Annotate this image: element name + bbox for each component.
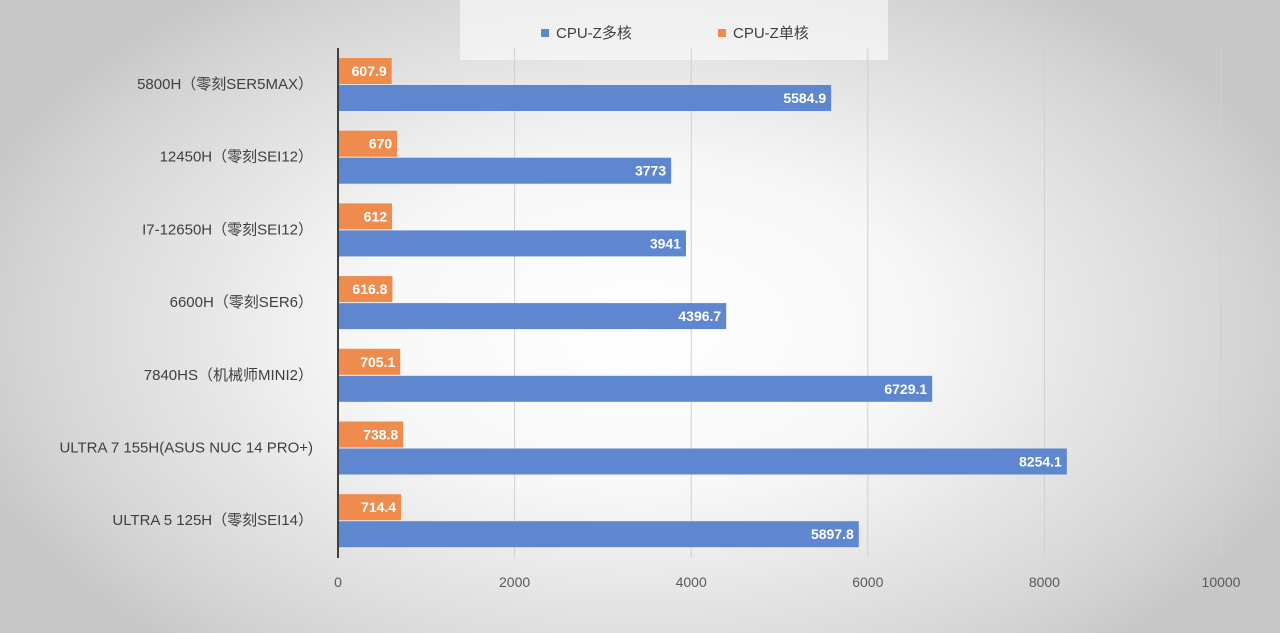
category-label: I7-12650H（零刻SEI12） [142,221,313,238]
single-core-bar [338,58,392,84]
x-tick-label: 0 [334,574,342,590]
multi-core-bar [338,230,686,257]
multi-core-bar [338,448,1067,475]
multi-core-bar [338,85,832,111]
data-label: 670 [369,136,393,152]
legend-swatch [541,29,549,37]
data-label: 612 [364,208,388,224]
data-label: 6729.1 [884,381,927,397]
category-label: 6600H（零刻SER6） [170,294,313,311]
data-label: 705.1 [360,354,395,370]
data-label: 738.8 [363,427,398,443]
category-label: ULTRA 7 155H(ASUS NUC 14 PRO+) [59,440,313,457]
single-core-bar [338,130,398,157]
category-label: ULTRA 5 125H（零刻SEI14） [112,512,313,529]
legend-label: CPU-Z多核 [556,25,632,42]
x-tick-label: 2000 [499,574,530,590]
single-core-bar [338,348,401,375]
multi-core-bar [338,375,933,402]
legend-swatch [718,29,726,37]
multi-core-bar [338,157,672,184]
single-core-bar [338,203,393,230]
single-core-bar [338,421,404,448]
data-label: 714.4 [361,499,396,515]
data-label: 3773 [635,163,666,179]
multi-core-bar [338,521,859,548]
data-label: 5897.8 [811,526,854,542]
data-label: 3941 [650,235,681,251]
x-tick-label: 6000 [852,574,883,590]
legend-background [460,0,888,60]
single-core-bar [338,276,393,303]
data-label: 4396.7 [678,308,721,324]
multi-core-bar [338,303,727,330]
category-label: 12450H（零刻SEI12） [160,149,313,166]
x-tick-label: 10000 [1202,574,1241,590]
x-tick-label: 4000 [676,574,707,590]
single-core-bar [338,494,402,521]
data-label: 607.9 [352,63,387,79]
category-label: 7840HS（机械师MINI2） [144,367,313,384]
data-label: 5584.9 [783,90,826,106]
legend-label: CPU-Z单核 [733,25,809,42]
category-label: 5800H（零刻SER5MAX） [137,76,313,93]
data-label: 616.8 [352,281,387,297]
x-tick-label: 8000 [1029,574,1060,590]
data-label: 8254.1 [1019,454,1062,470]
